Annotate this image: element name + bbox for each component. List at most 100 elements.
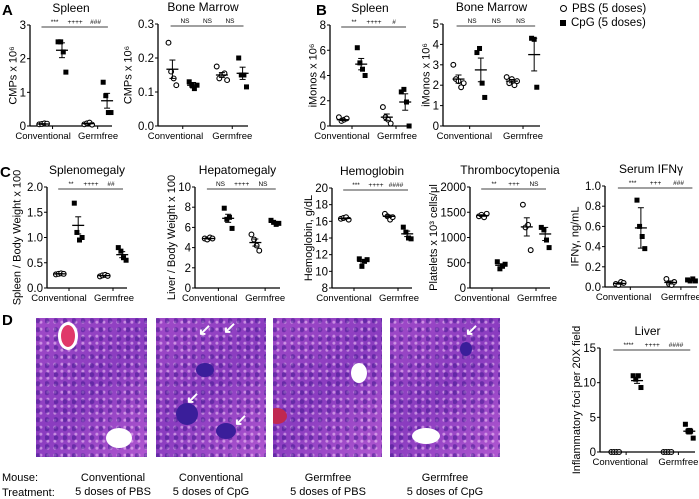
y-tick-label: 2.0 xyxy=(27,182,43,194)
y-tick-label: 0 xyxy=(20,121,26,133)
data-point-square xyxy=(479,80,485,86)
y-tick-label: 0.8 xyxy=(585,201,601,213)
data-point-square xyxy=(357,60,363,66)
data-point-square xyxy=(60,49,66,55)
significance-label: ++++ xyxy=(234,181,249,188)
data-point-circle xyxy=(224,77,231,84)
x-tick-label: Conventional xyxy=(148,131,203,142)
significance-label: # xyxy=(392,19,396,26)
y-tick-label: 0.6 xyxy=(585,221,601,233)
caption-treatment: 5 doses of PBS xyxy=(290,486,366,498)
y-tick-label: 8 xyxy=(185,202,191,214)
inflammatory-focus xyxy=(176,403,198,425)
data-point-square xyxy=(364,257,370,263)
y-tick-label: 5 xyxy=(590,412,596,424)
y-tick-label: 0 xyxy=(320,121,326,133)
significance-label: +++ xyxy=(650,180,662,187)
data-point-square xyxy=(494,259,500,265)
y-tick-label: 0.2 xyxy=(585,262,601,274)
image-caption: Conventional 5 doses of PBS xyxy=(58,471,168,499)
y-tick-label: 18 xyxy=(315,200,328,212)
y-tick-label: 500 xyxy=(447,258,466,270)
vessel xyxy=(273,408,287,424)
chart-title: Hemoglobin xyxy=(340,164,404,178)
x-tick-label: Conventional xyxy=(316,293,371,304)
significance-label: ## xyxy=(107,181,115,188)
data-point-square xyxy=(398,89,404,95)
data-point-circle xyxy=(503,74,510,80)
y-tick-label: 0 xyxy=(460,283,466,295)
y-tick-label: 6 xyxy=(320,45,326,57)
data-point-square xyxy=(401,86,407,92)
y-axis-label: IFNγ, ng/mL xyxy=(570,207,582,267)
y-tick-label: 0.2 xyxy=(138,53,154,65)
significance-label: +++ xyxy=(508,181,520,188)
panel-label-d: D xyxy=(2,312,13,329)
histology-image-conventional-pbs xyxy=(36,318,147,457)
significance-label: ++++ xyxy=(368,182,383,189)
data-point-square xyxy=(474,50,480,56)
data-point-square xyxy=(77,237,82,243)
y-tick-label: 1.0 xyxy=(27,233,43,245)
y-tick-label: 2 xyxy=(433,80,439,92)
data-point-square xyxy=(115,245,121,251)
data-point-circle xyxy=(256,247,263,254)
chart-title: Hepatomegaly xyxy=(199,163,276,177)
y-tick-label: 0.0 xyxy=(27,283,43,295)
y-tick-label: 10 xyxy=(583,378,596,390)
data-point-square xyxy=(637,223,643,229)
caption-mouse: Germfree xyxy=(421,472,469,484)
data-point-square xyxy=(123,257,129,263)
data-point-square xyxy=(630,373,636,379)
y-tick-label: 3 xyxy=(433,60,439,72)
x-tick-label: Germfree xyxy=(212,131,252,142)
data-point-square xyxy=(406,235,411,241)
data-point-square xyxy=(354,45,360,51)
data-point-square xyxy=(191,86,197,92)
y-tick-label: 5 xyxy=(433,19,439,31)
y-axis-label: CMPs x 10⁶ xyxy=(123,46,135,104)
y-tick-label: 12 xyxy=(315,250,328,262)
data-point-square xyxy=(55,39,61,45)
x-tick-label: Germfree xyxy=(503,131,543,142)
caption-mouse: Conventional xyxy=(178,472,244,484)
data-point-square xyxy=(71,200,77,206)
significance-label: ++++ xyxy=(68,19,83,26)
image-caption: Germfree 5 doses of CpG xyxy=(390,471,500,499)
y-tick-label: 0.1 xyxy=(138,87,154,99)
data-point-square xyxy=(482,94,488,100)
data-point-square xyxy=(400,224,406,230)
caption-treatment: 5 doses of CpG xyxy=(172,486,250,498)
y-tick-label: 10 xyxy=(178,182,191,194)
data-point-square xyxy=(79,235,85,240)
data-point-square xyxy=(639,234,645,239)
y-tick-label: 14 xyxy=(315,233,328,245)
open-circle-icon xyxy=(560,5,567,13)
data-point-square xyxy=(236,55,242,61)
y-tick-label: 0 xyxy=(185,283,191,295)
image-caption: Germfree 5 doses of PBS xyxy=(273,471,383,499)
y-tick-label: 4 xyxy=(185,243,192,255)
chart-title: Spleen xyxy=(351,1,388,15)
data-point-square xyxy=(273,221,279,227)
legend-item-pbs: PBS (5 doses) xyxy=(560,2,646,16)
data-point-square xyxy=(534,84,540,90)
data-point-square xyxy=(546,245,552,251)
x-tick-label: Germfree xyxy=(94,293,134,304)
arrow-icon: ↙ xyxy=(234,412,248,429)
data-point-square xyxy=(58,39,64,45)
x-tick-label: Conventional xyxy=(454,293,509,304)
data-point-circle xyxy=(450,61,457,68)
data-point-circle xyxy=(458,84,465,91)
data-point-circle xyxy=(519,201,526,208)
y-tick-label: 4 xyxy=(433,39,440,51)
y-tick-label: 0.3 xyxy=(138,19,154,31)
data-point-square xyxy=(500,263,505,269)
data-point-square xyxy=(502,261,508,267)
y-tick-label: 16 xyxy=(315,216,328,228)
significance-label: NS xyxy=(216,181,226,188)
x-tick-label: Conventional xyxy=(593,457,648,468)
y-tick-label: 0 xyxy=(590,447,596,459)
data-point-circle xyxy=(248,231,255,238)
data-point-square xyxy=(118,248,124,254)
